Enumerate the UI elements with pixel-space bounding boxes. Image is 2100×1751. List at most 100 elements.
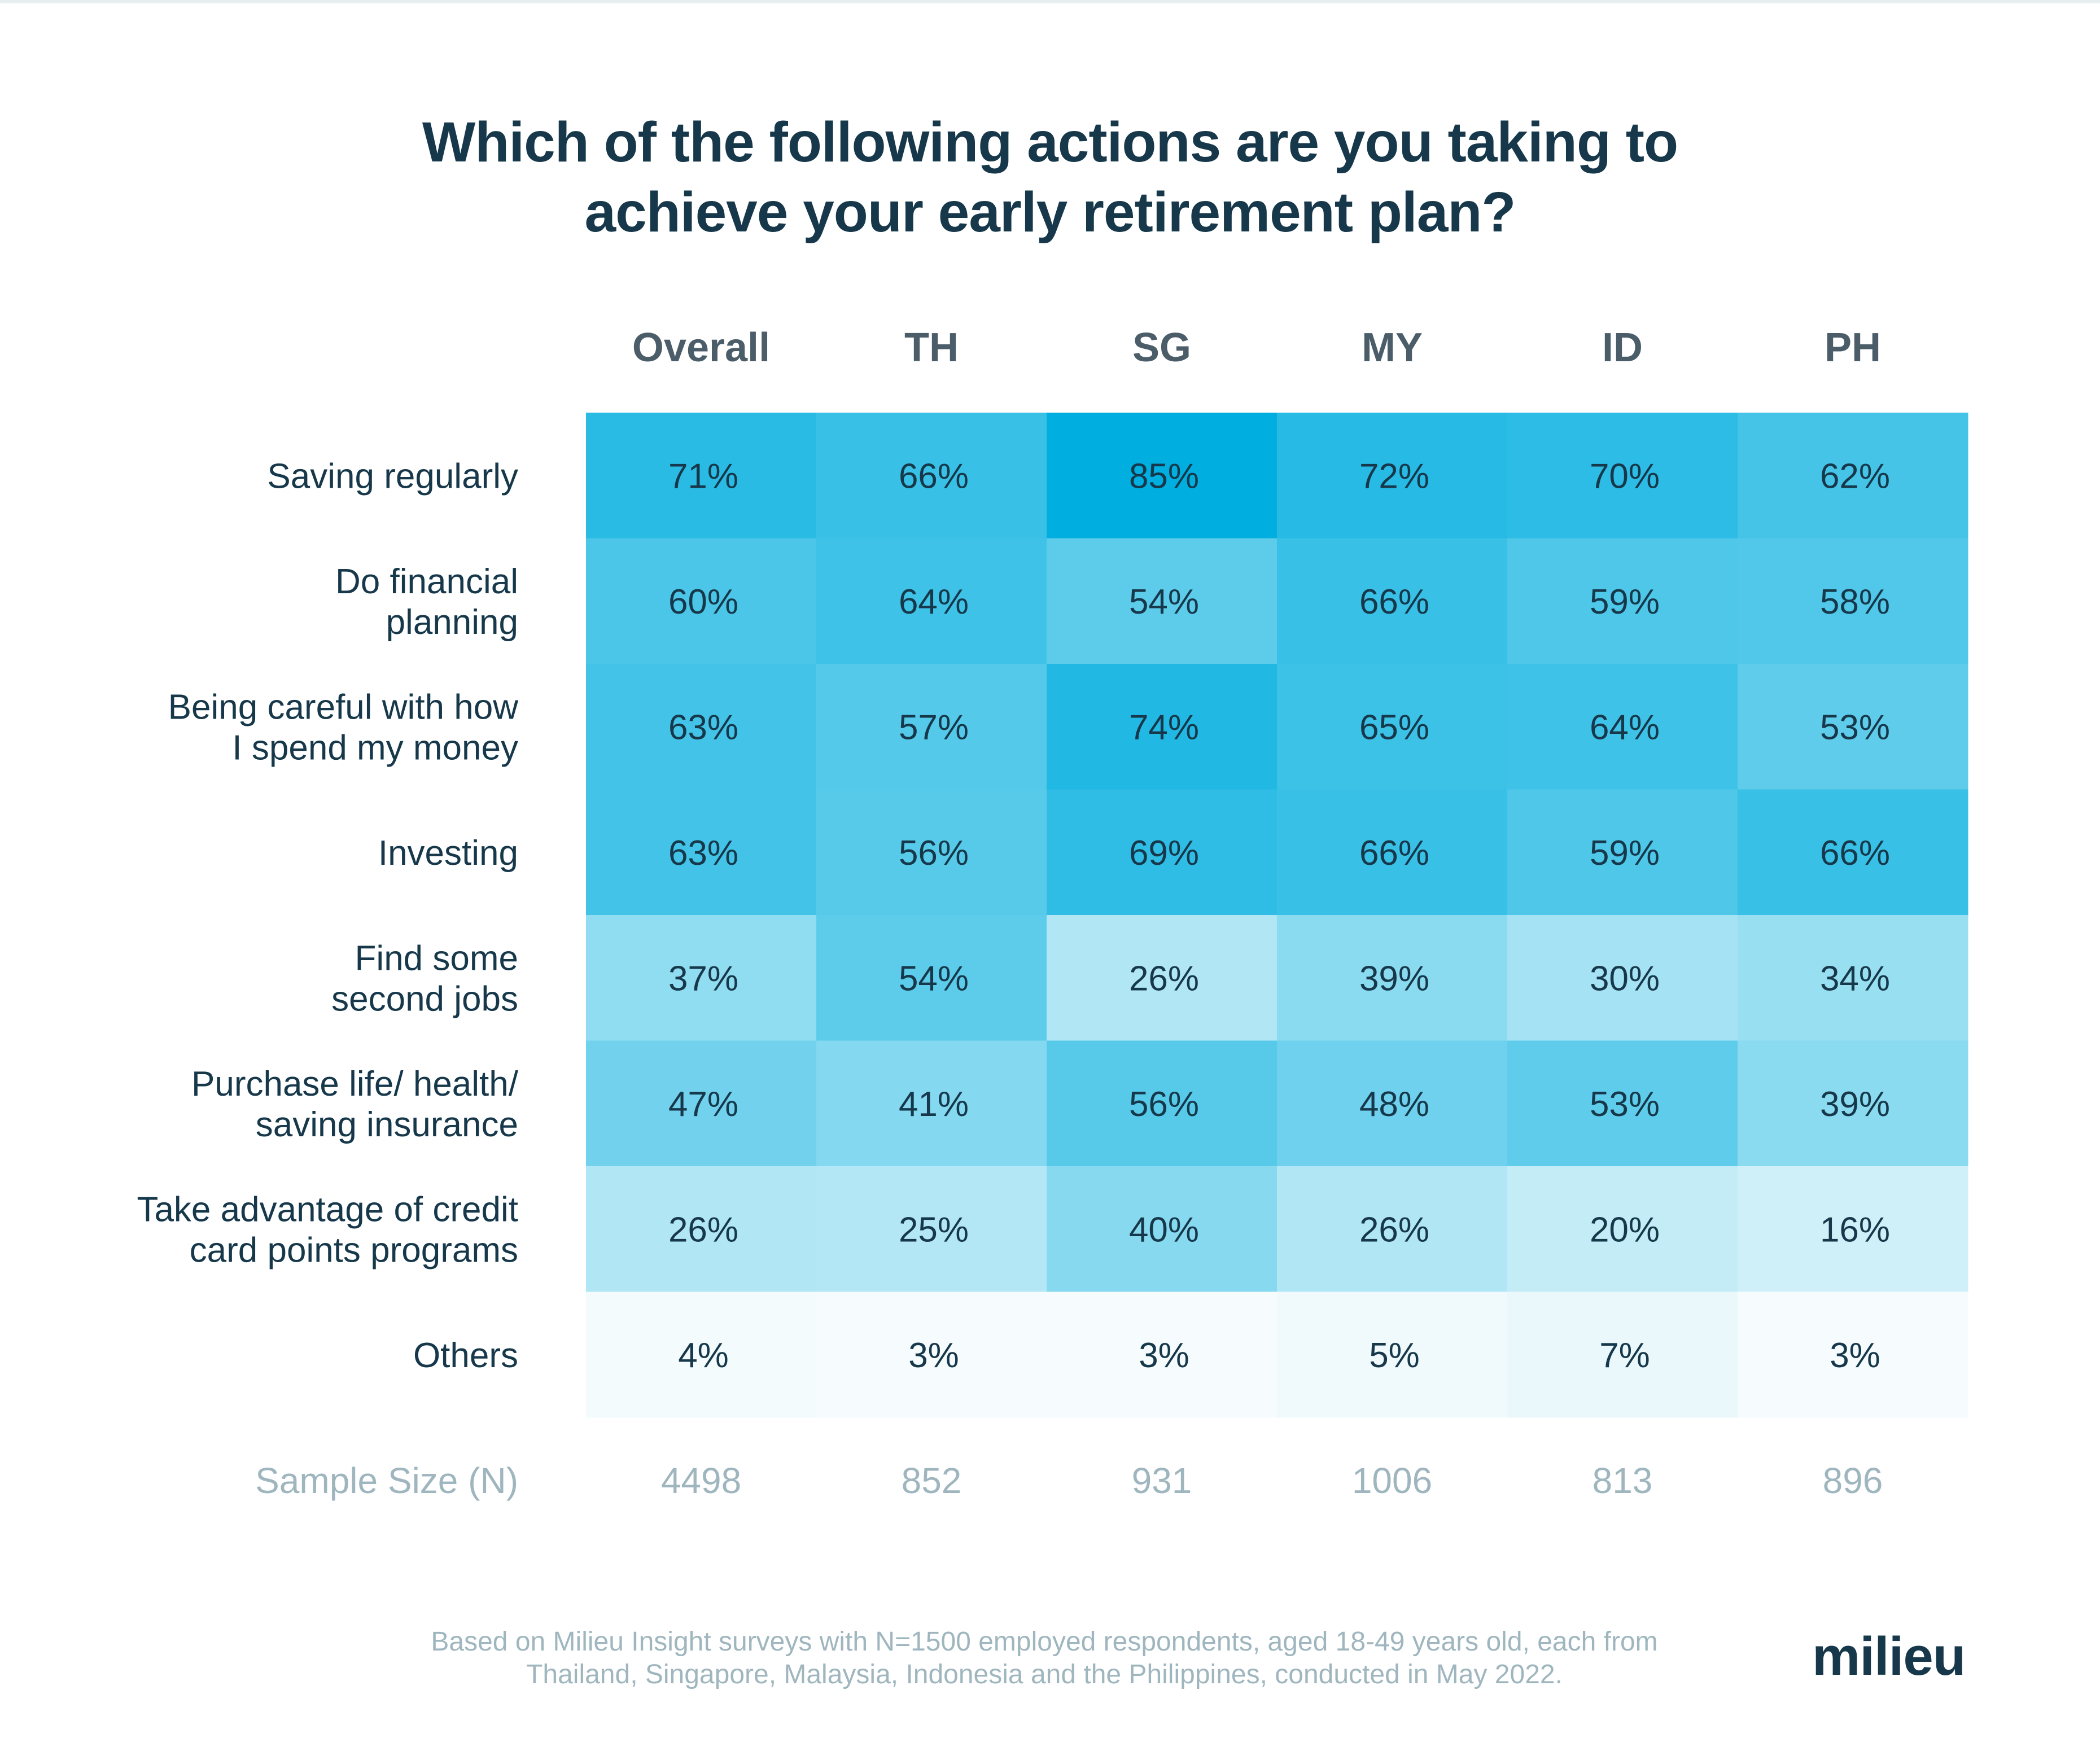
heatmap-cell	[1507, 664, 1738, 790]
cell-value-label: 3%	[1830, 1336, 1880, 1375]
sample-size-label: Sample Size (N)	[255, 1460, 518, 1501]
heatmap-cell	[1277, 915, 1508, 1041]
row-label: saving insurance	[256, 1105, 518, 1144]
row-label: Investing	[378, 834, 518, 873]
heatmap-cell	[816, 413, 1047, 539]
cell-value-label: 59%	[1590, 834, 1660, 873]
row-label: second jobs	[331, 979, 518, 1018]
cell-value-label: 25%	[899, 1210, 969, 1249]
cell-value-label: 47%	[668, 1085, 738, 1124]
heatmap-cell	[816, 915, 1047, 1041]
heatmap-cell	[1047, 413, 1278, 539]
cell-value-label: 71%	[668, 457, 738, 496]
row-label: Others	[413, 1336, 518, 1375]
heatmap-cell	[1507, 789, 1738, 916]
cell-value-label: 30%	[1590, 959, 1660, 998]
heatmap-cell	[1738, 1292, 1968, 1418]
row-label: Purchase life/ health/	[191, 1065, 519, 1104]
cell-value-label: 60%	[668, 583, 738, 621]
cell-value-label: 54%	[1129, 583, 1199, 621]
cell-value-label: 74%	[1129, 708, 1199, 747]
cell-value-label: 39%	[1820, 1085, 1890, 1124]
cell-value-label: 26%	[668, 1210, 738, 1249]
cell-value-label: 64%	[1590, 708, 1660, 747]
heatmap-cell	[1277, 664, 1508, 790]
heatmap-cell	[1047, 1292, 1278, 1418]
chart-title: Which of the following actions are you t…	[203, 107, 1897, 247]
cell-value-label: 66%	[1359, 834, 1429, 873]
cell-value-label: 65%	[1359, 708, 1429, 747]
cell-value-label: 26%	[1359, 1210, 1429, 1249]
cell-value-label: 20%	[1590, 1210, 1660, 1249]
cell-value-label: 58%	[1820, 583, 1890, 621]
cell-value-label: 62%	[1820, 457, 1890, 496]
cell-value-label: 40%	[1129, 1210, 1199, 1249]
cell-value-label: 72%	[1359, 457, 1429, 496]
heatmap-cell	[816, 664, 1047, 790]
heatmap-cell	[1738, 1040, 1968, 1167]
column-header-th: TH	[904, 325, 959, 370]
cell-value-label: 85%	[1129, 457, 1199, 496]
cell-value-label: 5%	[1369, 1336, 1420, 1375]
row-label: Do financial	[335, 562, 518, 601]
cell-value-label: 39%	[1359, 959, 1429, 998]
cell-value-label: 59%	[1590, 583, 1660, 621]
heatmap-cell	[1277, 538, 1508, 664]
column-header-overall: Overall	[632, 325, 770, 370]
heatmap-cell	[1277, 1292, 1508, 1418]
cell-value-label: 37%	[668, 959, 738, 998]
heatmap-cell	[1277, 789, 1508, 916]
heatmap-cell	[1507, 1040, 1738, 1167]
row-label: card points programs	[190, 1231, 518, 1270]
heatmap-cell	[1277, 1166, 1508, 1292]
cell-value-label: 34%	[1820, 959, 1890, 998]
cell-value-label: 66%	[1359, 583, 1429, 621]
heatmap-cell	[816, 538, 1047, 664]
heatmap-cell	[586, 789, 817, 916]
sample-size-value: 813	[1593, 1460, 1653, 1501]
cell-value-label: 7%	[1599, 1336, 1650, 1375]
cell-value-label: 54%	[899, 959, 969, 998]
chart-title-line-1: Which of the following actions are you t…	[422, 111, 1678, 174]
row-label: Saving regularly	[267, 457, 518, 496]
heatmap-cell	[586, 1040, 817, 1167]
heatmap-cell	[816, 1292, 1047, 1418]
cell-value-label: 4%	[678, 1336, 729, 1375]
heatmap-cell	[1277, 1040, 1508, 1167]
heatmap-cell	[1507, 538, 1738, 664]
heatmap-cell	[1277, 413, 1508, 539]
cell-value-label: 26%	[1129, 959, 1199, 998]
heatmap-cell	[1738, 1166, 1968, 1292]
heatmap-cell	[1047, 1040, 1278, 1167]
row-label: Being careful with how	[168, 688, 519, 726]
sample-size-value: 931	[1132, 1460, 1192, 1501]
cell-value-label: 16%	[1820, 1210, 1890, 1249]
footer-note: Based on Milieu Insight surveys with N=1…	[361, 1626, 1727, 1691]
heatmap-cell	[586, 1292, 817, 1418]
column-header-ph: PH	[1825, 325, 1881, 370]
cell-value-label: 53%	[1820, 708, 1890, 747]
column-header-sg: SG	[1132, 325, 1191, 370]
heatmap-cell	[586, 538, 817, 664]
cell-value-label: 63%	[668, 834, 738, 873]
cell-value-label: 69%	[1129, 834, 1199, 873]
heatmap-cell	[1047, 538, 1278, 664]
heatmap-cell	[816, 789, 1047, 916]
heatmap-cell	[586, 664, 817, 790]
column-header-id: ID	[1602, 325, 1643, 370]
milieu-logo: milieu	[1812, 1626, 1966, 1687]
cell-value-label: 3%	[1139, 1336, 1189, 1375]
footer-line-1: Based on Milieu Insight surveys with N=1…	[431, 1627, 1658, 1657]
heatmap-cell	[1047, 915, 1278, 1041]
cell-value-label: 41%	[899, 1085, 969, 1124]
chart-title-line-2: achieve your early retirement plan?	[584, 181, 1516, 244]
heatmap-cell	[1507, 1166, 1738, 1292]
column-header-my: MY	[1362, 325, 1423, 370]
cell-value-label: 66%	[1820, 834, 1890, 873]
top-divider	[0, 0, 2100, 3]
footer-line-2: Thailand, Singapore, Malaysia, Indonesia…	[526, 1660, 1563, 1689]
heatmap-cell	[1738, 789, 1968, 916]
heatmap-cell	[586, 413, 817, 539]
heatmap-cell	[1507, 915, 1738, 1041]
